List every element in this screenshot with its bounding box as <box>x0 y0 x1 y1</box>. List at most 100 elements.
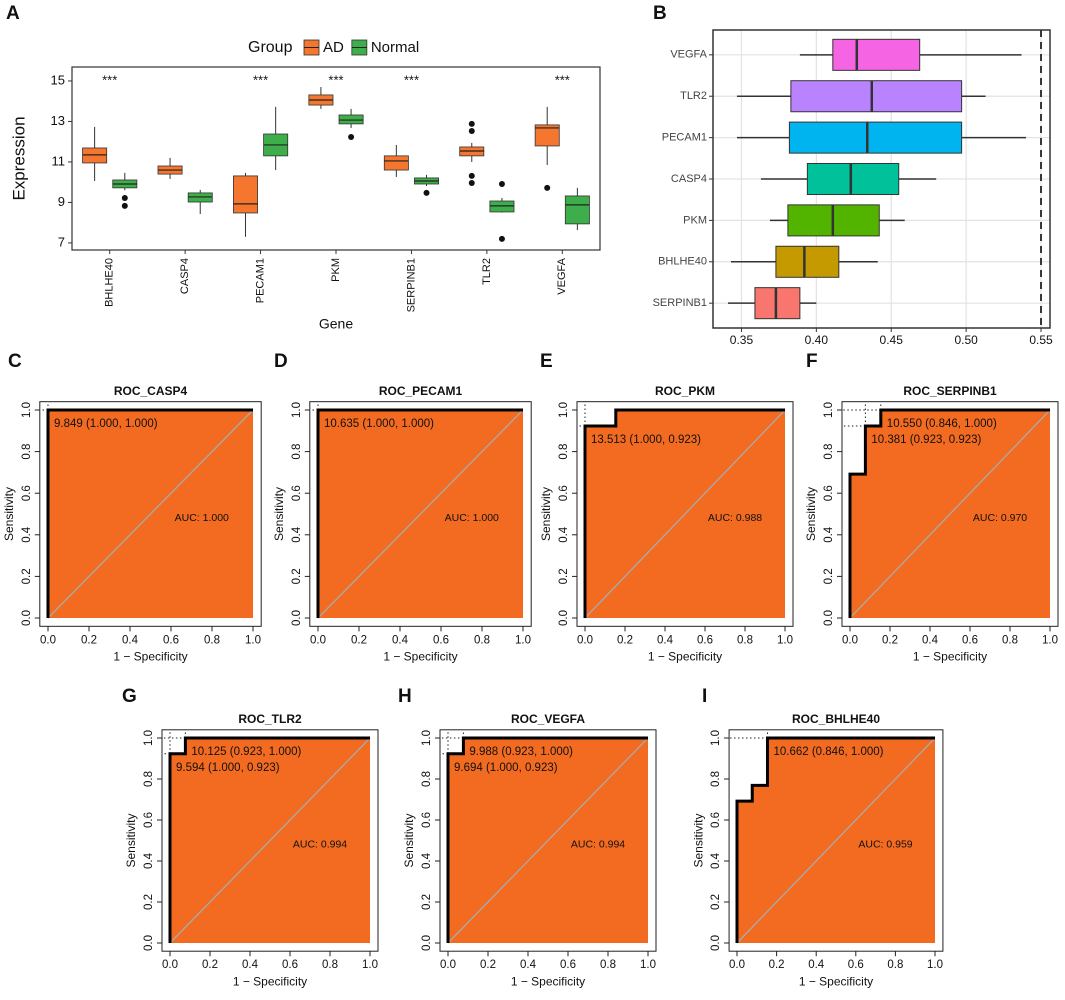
x-tick-label: 0.4 <box>657 634 674 646</box>
diagonal <box>849 409 1051 619</box>
y-tick-label: 1.0 <box>421 730 433 746</box>
x-axis-label: Gene <box>319 316 353 332</box>
chart-title: ROC_PECAM1 <box>379 384 463 398</box>
y-tick-label: SERPINB1 <box>653 297 707 309</box>
box <box>775 245 840 278</box>
panel-letter: H <box>398 686 412 707</box>
roc-curve <box>848 408 1050 618</box>
chart-title: ROC_PKM <box>655 384 715 398</box>
y-tick-label: 0.2 <box>558 568 570 584</box>
box <box>383 155 409 171</box>
x-axis-label: 1 − Specificity <box>511 974 585 988</box>
y-tick-label: 0.8 <box>21 444 33 460</box>
roc-curve <box>46 408 253 618</box>
x-tick-label: 0.6 <box>848 959 864 971</box>
panel-letter: E <box>540 351 553 372</box>
roc-curve <box>583 408 785 618</box>
x-tick-label: 1.0 <box>777 634 793 646</box>
x-tick-label: 0.6 <box>433 634 449 646</box>
x-tick-label: 0.45 <box>880 333 904 347</box>
x-tick-label: 0.6 <box>560 959 576 971</box>
x-tick-label: PECAM1 <box>254 258 266 303</box>
y-tick-label: 0.4 <box>558 526 570 543</box>
y-tick-label: 1.0 <box>21 402 33 418</box>
x-tick-label: 0.4 <box>922 634 939 646</box>
plot-frame <box>71 66 601 251</box>
threshold-label: 10.381 (0.923, 0.923) <box>871 434 981 446</box>
x-tick-label: 0.8 <box>322 959 338 971</box>
threshold-label: 9.988 (0.923, 1.000) <box>469 746 573 758</box>
y-axis-label: Sensitivity <box>691 813 705 867</box>
outlier <box>468 127 475 134</box>
y-tick-label: 15 <box>51 72 65 87</box>
y-axis-label: Sensitivity <box>539 487 553 541</box>
roc-curve <box>735 736 935 943</box>
x-tick-label: 0.0 <box>577 634 593 646</box>
threshold-label: 13.513 (1.000, 0.923) <box>591 434 701 446</box>
y-tick-label: 13 <box>51 113 65 128</box>
x-tick-label: 1.0 <box>245 634 261 646</box>
auc-label: AUC: 0.994 <box>571 838 625 850</box>
x-tick-label: 0.2 <box>202 959 218 971</box>
x-axis-label: 1 − Specificity <box>799 974 873 988</box>
y-tick-label: 0.8 <box>143 771 155 787</box>
legend-label: AD <box>323 39 344 56</box>
plot-frame <box>712 29 1051 329</box>
x-tick-label: 1.0 <box>362 959 378 971</box>
panel-letter: F <box>806 351 818 372</box>
panel-letter: D <box>274 351 288 372</box>
y-tick-label: 0.4 <box>143 852 155 869</box>
x-tick-label: 0.4 <box>122 634 139 646</box>
y-tick-label: 1.0 <box>823 402 835 418</box>
x-tick-label: 1.0 <box>1042 634 1058 646</box>
y-tick-label: 0.0 <box>21 610 33 626</box>
y-axis-label: Expression <box>9 116 28 200</box>
outlier <box>498 235 505 242</box>
x-tick-label: 0.2 <box>81 634 97 646</box>
y-tick-label: 0.6 <box>21 485 33 501</box>
y-tick-label: 0.6 <box>823 485 835 501</box>
x-tick-label: 1.0 <box>640 959 656 971</box>
y-axis-label: Sensitivity <box>2 487 16 541</box>
auc-label: AUC: 0.959 <box>858 838 912 850</box>
diagonal <box>317 409 524 619</box>
x-tick-label: SERPINB1 <box>405 258 417 312</box>
diagonal <box>47 409 254 619</box>
x-tick-label: 0.35 <box>730 333 754 347</box>
y-tick-label: 0.0 <box>291 610 303 626</box>
outlier <box>423 189 430 196</box>
x-tick-label: 1.0 <box>515 634 531 646</box>
y-tick-label: 0.4 <box>710 852 722 869</box>
diagonal <box>736 737 936 944</box>
y-tick-label: 1.0 <box>710 730 722 746</box>
y-tick-label: 0.8 <box>710 771 722 787</box>
y-tick-label: 0.4 <box>291 526 303 543</box>
plot-frame <box>841 401 1059 627</box>
x-tick-label: CASP4 <box>179 258 191 294</box>
x-tick-label: 0.6 <box>697 634 713 646</box>
y-tick-label: CASP4 <box>671 173 707 185</box>
significance: *** <box>253 72 268 87</box>
x-tick-label: 0.0 <box>40 634 56 646</box>
y-tick-label: PECAM1 <box>662 132 707 144</box>
x-tick-label: 0.2 <box>769 959 785 971</box>
y-tick-label: 0.8 <box>291 444 303 460</box>
y-tick-label: 0.6 <box>143 812 155 828</box>
x-tick-label: 0.0 <box>310 634 326 646</box>
plot-frame <box>309 401 532 627</box>
chart-title: ROC_CASP4 <box>114 384 188 398</box>
x-tick-label: PKM <box>330 258 342 282</box>
plot-frame <box>728 729 944 952</box>
x-tick-label: 0.6 <box>163 634 179 646</box>
box <box>82 147 108 164</box>
chart-title: ROC_SERPINB1 <box>903 384 997 398</box>
y-tick-label: 11 <box>52 153 66 168</box>
plot-frame <box>576 401 794 627</box>
y-axis-label: Sensitivity <box>804 487 818 541</box>
outlier <box>544 184 551 191</box>
plot-frame <box>161 729 379 952</box>
chart-title: ROC_BHLHE40 <box>792 712 880 726</box>
y-axis-label: Sensitivity <box>402 813 416 867</box>
significance: *** <box>102 72 117 87</box>
